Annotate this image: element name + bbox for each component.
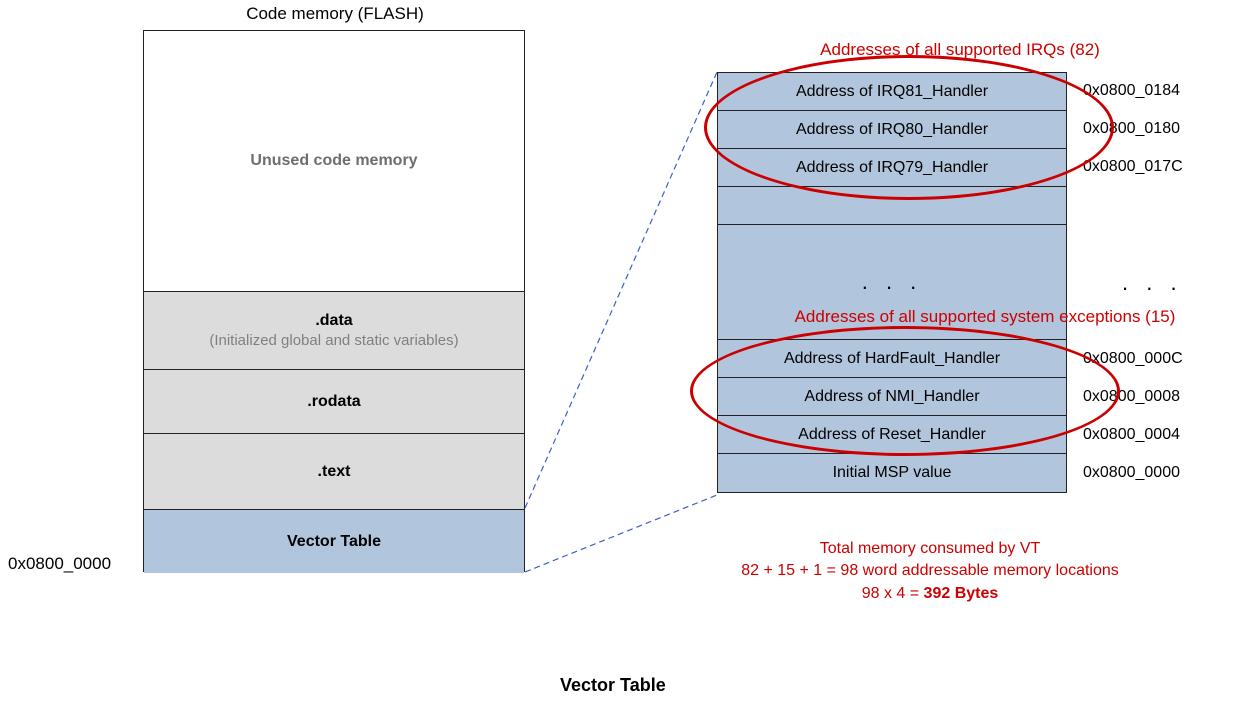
segment-rodata: .rodata [144,369,524,433]
segment-vector-table: Vector Table [144,509,524,573]
flash-memory-box: Unused code memory .data (Initialized gl… [143,30,525,572]
cell-msp: Initial MSP value [718,454,1066,492]
segment-data-sub: (Initialized global and static variables… [209,332,458,349]
zoom-lines [525,70,725,580]
segment-text: .text [144,433,524,509]
addr-dots: . . . [1122,270,1183,296]
segment-data: .data (Initialized global and static var… [144,291,524,369]
bottom-title: Vector Table [560,675,666,696]
addr-irq79: 0x0800_017C [1083,158,1183,176]
summary-line2: 82 + 15 + 1 = 98 word addressable memory… [720,560,1140,582]
summary-line3: 98 x 4 = 392 Bytes [720,583,1140,605]
flash-title: Code memory (FLASH) [225,4,445,24]
flash-base-address: 0x0800_0000 [8,554,111,574]
ellipse-sys [690,326,1120,456]
sys-note: Addresses of all supported system except… [770,307,1200,327]
addr-msp: 0x0800_0000 [1083,464,1180,482]
addr-irq81: 0x0800_0184 [1083,82,1180,100]
segment-unused: Unused code memory [144,31,524,291]
segment-data-label: .data [315,312,352,330]
ellipse-irq [704,55,1114,200]
summary-line1: Total memory consumed by VT [720,538,1140,560]
summary-note: Total memory consumed by VT 82 + 15 + 1 … [720,538,1140,605]
addr-reset: 0x0800_0004 [1083,426,1180,444]
